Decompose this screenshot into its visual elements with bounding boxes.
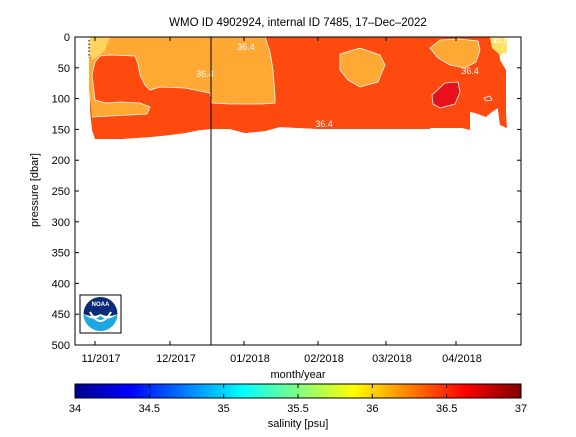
noaa-logo-text: NOAA	[92, 302, 110, 308]
region-36.2-36.4-right	[430, 39, 480, 68]
colorbar-tick-label: 34.5	[139, 403, 160, 415]
region-yellow-right	[490, 37, 507, 55]
contour-label: 36.4	[461, 66, 479, 76]
colorbar-tick-label: 35	[218, 403, 230, 415]
contour-labels: 36.4 36.4 36.4 36.4 36.6	[196, 35, 509, 129]
region-36.0-36.2	[89, 37, 110, 60]
y-tick-label: 250	[52, 186, 70, 198]
y-axis-label: pressure [dbar]	[29, 153, 41, 227]
x-tick-label: 04/2018	[442, 353, 482, 365]
colorbar-tick-label: 37	[515, 403, 527, 415]
contour-label: 36.6	[491, 35, 509, 45]
y-tick-label: 450	[52, 309, 70, 321]
x-axis: 11/2017 12/2017 01/2018 02/2018 03/2018 04/20…	[82, 37, 482, 365]
y-tick-label: 150	[52, 124, 70, 136]
x-axis-label: month/year	[270, 369, 325, 381]
noaa-logo: NOAA	[79, 294, 122, 334]
region-above-36.6	[432, 82, 460, 108]
contour-36.4-a	[91, 36, 276, 118]
region-lower	[95, 116, 335, 139]
colorbar-tick-label: 36.5	[436, 403, 457, 415]
colorbar-tick-label: 36	[366, 403, 378, 415]
salinity-field	[88, 36, 507, 139]
y-tick-label: 50	[58, 63, 70, 75]
contour-36.6	[431, 81, 461, 109]
colorbar-label: salinity [psu]	[268, 418, 329, 430]
colorbar-tick-label: 35.5	[287, 403, 308, 415]
region-36.4-36.6-right	[498, 90, 507, 128]
y-axis: 0 50 100 150 200 250 300 350 400 450 500	[52, 32, 521, 352]
colorbar-tick-label: 34	[69, 403, 81, 415]
x-tick-label: 03/2018	[372, 353, 412, 365]
y-tick-label: 300	[52, 217, 70, 229]
y-tick-label: 350	[52, 248, 70, 260]
region-36.2-36.4-island	[340, 48, 385, 87]
contour-36.6-b	[483, 95, 493, 102]
x-tick-label: 01/2018	[230, 353, 270, 365]
y-tick-label: 500	[52, 340, 70, 352]
contour-label: 36.4	[315, 119, 333, 129]
colorbar-ticks: 34 34.5 35 35.5 36 36.5 37	[69, 384, 527, 415]
contour-36.4-c	[429, 38, 481, 69]
x-tick-label: 02/2018	[304, 353, 344, 365]
y-tick-label: 200	[52, 155, 70, 167]
contour-36.4-b	[339, 47, 386, 88]
contour-label: 36.4	[196, 69, 214, 79]
chart-title: WMO ID 4902924, internal ID 7485, 17–Dec…	[169, 17, 427, 29]
y-tick-label: 100	[52, 94, 70, 106]
x-tick-label: 11/2017	[82, 353, 121, 365]
y-tick-label: 0	[64, 32, 70, 44]
contour-label: 36.4	[237, 42, 255, 52]
y-tick-label: 400	[52, 278, 70, 290]
x-tick-label: 12/2017	[156, 353, 196, 365]
